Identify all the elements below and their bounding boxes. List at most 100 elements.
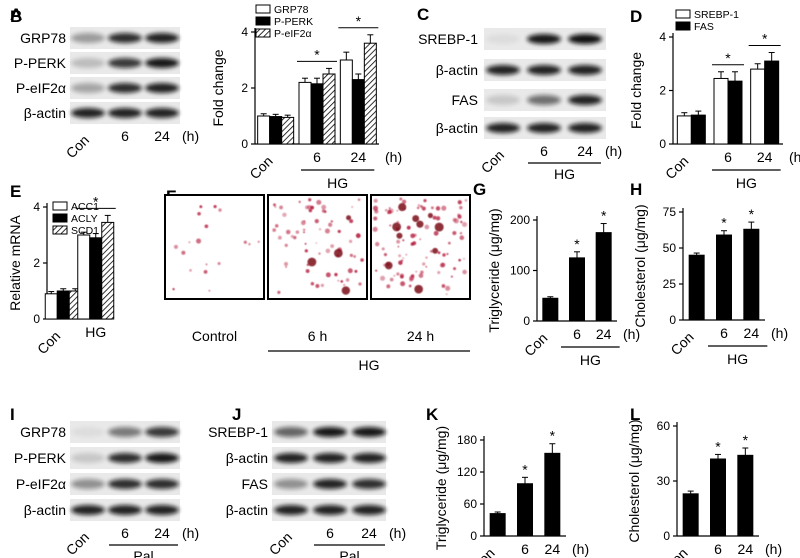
blot-band bbox=[71, 108, 105, 118]
lipid-droplet bbox=[373, 198, 378, 203]
y-tick-label: 100 bbox=[510, 264, 530, 278]
bar bbox=[351, 79, 365, 145]
y-tick-label: 0 bbox=[33, 312, 40, 326]
lipid-droplet bbox=[408, 284, 412, 288]
lipid-droplet bbox=[400, 259, 404, 262]
significance-star: * bbox=[725, 50, 731, 66]
lipid-droplet bbox=[396, 232, 403, 239]
panel-letter: L bbox=[630, 405, 640, 424]
lipid-droplet bbox=[218, 208, 222, 212]
lipid-droplet bbox=[457, 200, 462, 205]
lipid-droplet bbox=[396, 209, 399, 212]
y-axis-label: Triglyceride (μg/mg) bbox=[433, 426, 449, 550]
y-tick-label: 4 bbox=[241, 25, 248, 39]
legend-swatch bbox=[52, 225, 68, 235]
bar bbox=[716, 234, 732, 321]
bar bbox=[77, 234, 91, 320]
lipid-droplet bbox=[388, 207, 391, 210]
bar bbox=[56, 290, 70, 320]
lipid-droplet bbox=[307, 257, 317, 267]
x-tick-label: 24 bbox=[154, 128, 170, 144]
panel-letter: B bbox=[10, 7, 22, 26]
lipid-droplet bbox=[173, 244, 178, 249]
lipid-droplet bbox=[379, 275, 386, 281]
blot-band bbox=[568, 123, 602, 133]
lipid-droplet bbox=[433, 230, 439, 236]
lipid-droplet bbox=[357, 198, 361, 201]
x-tick-label: 24 bbox=[361, 525, 377, 541]
lipid-droplet bbox=[325, 248, 331, 254]
lipid-droplet bbox=[285, 266, 287, 268]
y-tick-label: 4 bbox=[33, 200, 40, 214]
panel-letter: C bbox=[417, 5, 429, 24]
blot-band bbox=[527, 34, 561, 44]
blot-band bbox=[108, 83, 142, 93]
blot-label: P-PERK bbox=[14, 450, 67, 466]
lipid-droplet bbox=[345, 278, 350, 282]
lipid-droplet bbox=[418, 273, 424, 278]
x-tick-label: 24 bbox=[351, 149, 367, 165]
unit-label: (h) bbox=[605, 143, 622, 159]
lipid-droplet bbox=[355, 233, 361, 239]
lipid-droplet bbox=[375, 269, 378, 272]
lipid-droplet bbox=[337, 229, 341, 234]
blot-band bbox=[71, 505, 105, 515]
blot-band bbox=[527, 65, 561, 75]
lipid-droplet bbox=[334, 248, 343, 258]
legend-swatch bbox=[675, 21, 691, 31]
blot-band bbox=[71, 427, 105, 437]
bar bbox=[517, 483, 533, 537]
blot-band bbox=[313, 453, 347, 463]
lipid-droplet bbox=[424, 224, 430, 230]
significance-star: * bbox=[574, 236, 580, 252]
lipid-droplet bbox=[420, 270, 424, 275]
lipid-droplet bbox=[273, 203, 276, 207]
lipid-droplet bbox=[373, 216, 378, 221]
lipid-droplet bbox=[318, 228, 322, 231]
lipid-droplet bbox=[328, 222, 333, 227]
x-tick-label: 6 bbox=[313, 149, 321, 165]
lipid-droplet bbox=[457, 214, 462, 219]
y-tick-label: 200 bbox=[510, 213, 530, 227]
x-tick-label: 6 bbox=[724, 149, 732, 165]
lipid-droplet bbox=[392, 222, 402, 232]
lipid-droplet bbox=[442, 253, 446, 257]
blot-band bbox=[108, 427, 142, 437]
y-tick-label: 50 bbox=[663, 241, 677, 255]
lipid-droplet bbox=[349, 239, 353, 243]
blot-band bbox=[274, 427, 308, 437]
blot-band bbox=[313, 427, 347, 437]
significance-star: * bbox=[721, 215, 727, 231]
y-axis-label: Triglyceride (μg/mg) bbox=[486, 208, 502, 332]
y-tick-label: 2 bbox=[659, 84, 666, 98]
x-tick-label: Con bbox=[34, 328, 63, 357]
lipid-droplet bbox=[272, 228, 276, 232]
lipid-droplet bbox=[303, 231, 305, 234]
lipid-droplet bbox=[445, 285, 451, 291]
lipid-droplet bbox=[285, 229, 291, 235]
panel-letter: E bbox=[10, 182, 21, 201]
significance-star: * bbox=[356, 13, 362, 29]
blot-band bbox=[568, 65, 602, 75]
blot-label: GRP78 bbox=[20, 30, 66, 46]
lipid-droplet bbox=[305, 269, 310, 274]
lipid-droplet bbox=[284, 261, 289, 266]
panel-letter: J bbox=[232, 405, 241, 424]
lipid-droplet bbox=[384, 208, 388, 212]
group-label: Pal bbox=[339, 548, 359, 558]
lipid-droplet bbox=[199, 205, 203, 209]
lipid-droplet bbox=[189, 269, 192, 272]
lipid-droplet bbox=[196, 238, 202, 244]
lipid-droplet bbox=[412, 215, 420, 222]
legend-label: SREBP-1 bbox=[694, 9, 739, 21]
bar bbox=[569, 257, 585, 322]
lipid-droplet bbox=[197, 211, 201, 216]
x-tick-label: Con bbox=[521, 330, 550, 359]
legend-swatch bbox=[52, 201, 68, 211]
blot-band bbox=[145, 453, 179, 463]
micrograph-layer: FControl6 h24 hHG bbox=[164, 187, 471, 373]
